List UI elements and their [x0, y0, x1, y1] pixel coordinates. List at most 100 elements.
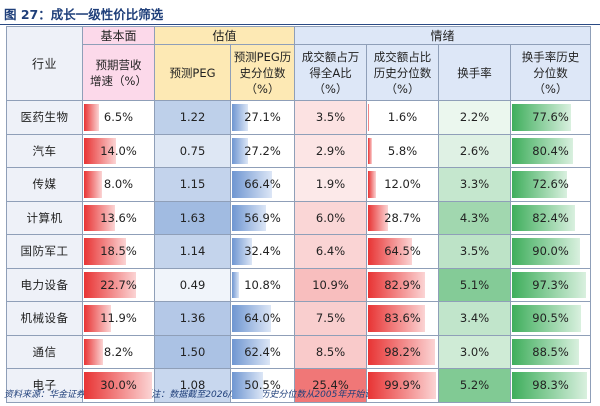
header-rev-growth: 预期营收 增速（%）	[82, 44, 155, 101]
peg-pct-bar	[232, 305, 271, 332]
turnover-share-cell: 3.5%	[294, 100, 368, 135]
cell-value: 2.9%	[315, 143, 346, 158]
turnover-rate-cell: 3.3%	[438, 167, 512, 202]
peg-pct-cell: 10.8%	[229, 267, 296, 302]
turnover-share-shade	[295, 268, 366, 301]
turnover-pct-bar	[368, 305, 425, 332]
cell-value: 80.4%	[532, 143, 569, 158]
cell-value: 1.6%	[387, 110, 418, 125]
rev-growth-bar	[84, 204, 115, 231]
table-body: 医药生物 6.5% 1.22 27.1% 3.5% 1.6% 2.2% 77.6% 汽车 14.0…	[6, 100, 592, 403]
turnover-rate-shade	[439, 335, 510, 368]
cell-value: 13.6%	[100, 210, 137, 225]
turnover-pct-bar	[368, 104, 370, 131]
turnover-rate-pct-cell: 77.6%	[510, 100, 592, 135]
rev-growth-cell: 30.0%	[82, 368, 155, 403]
industry-cell: 汽车	[6, 133, 83, 168]
table-row: 机械设备 11.9% 1.36 64.0% 7.5% 83.6% 3.4% 90.5%	[6, 301, 592, 336]
turnover-rate-pct-cell: 97.3%	[510, 267, 592, 302]
turnover-share-shade	[295, 168, 366, 201]
peg-pct-cell: 27.1%	[229, 100, 296, 135]
turnover-rate-pct-bar	[512, 104, 571, 131]
turnover-rate-cell: 2.6%	[438, 133, 512, 168]
figure-title: 图 27：成长一级性价比筛选	[4, 7, 164, 22]
turnover-share-cell: 6.4%	[294, 234, 368, 269]
turnover-pct-cell: 12.0%	[366, 167, 440, 202]
rev-growth-bar	[84, 104, 99, 131]
industry-cell: 机械设备	[6, 301, 83, 336]
table-row: 电力设备 22.7% 0.49 10.8% 10.9% 82.9% 5.1% 97.3%	[6, 267, 592, 302]
peg-pct-bar	[232, 204, 267, 231]
turnover-rate-pct-bar	[512, 271, 586, 298]
rev-growth-bar	[84, 338, 103, 365]
cell-value: 90.5%	[532, 311, 569, 326]
industry-cell: 电力设备	[6, 267, 83, 302]
table-row: 电子 30.0% 1.08 50.5% 25.4% 99.9% 5.2% 98.3%	[6, 368, 592, 403]
cell-value: 27.1%	[244, 110, 281, 125]
turnover-share-cell: 7.5%	[294, 301, 368, 336]
turnover-rate-cell: 2.2%	[438, 100, 512, 135]
turnover-rate-cell: 5.1%	[438, 267, 512, 302]
rev-growth-cell: 6.5%	[82, 100, 155, 135]
cell-value: 32.4%	[244, 244, 281, 259]
peg-pct-cell: 27.2%	[229, 133, 296, 168]
cell-value: 6.4%	[315, 244, 346, 259]
turnover-rate-shade	[439, 369, 510, 402]
peg-cell: 1.50	[154, 334, 231, 369]
header-turnover-rate-pct: 换手率历史 分位数 （%）	[510, 44, 592, 101]
cell-value: 1.14	[179, 244, 206, 259]
peg-shade	[155, 369, 230, 402]
turnover-share-shade	[295, 101, 366, 134]
header-turnover-rate: 换手率	[438, 44, 512, 101]
cell-value: 1.9%	[315, 177, 346, 192]
peg-cell: 0.75	[154, 133, 231, 168]
turnover-pct-bar	[368, 372, 437, 399]
cell-value: 12.0%	[384, 177, 421, 192]
cell-value: 8.2%	[103, 344, 134, 359]
turnover-share-cell: 1.9%	[294, 167, 368, 202]
group-header-row: 行业 基本面 估值 情绪	[6, 26, 592, 101]
cell-value: 50.5%	[244, 378, 281, 393]
turnover-rate-shade	[439, 268, 510, 301]
group-valuation: 估值	[153, 26, 296, 45]
turnover-rate-shade	[439, 201, 510, 234]
turnover-rate-pct-bar	[512, 305, 581, 332]
turnover-pct-cell: 82.9%	[366, 267, 440, 302]
peg-pct-cell: 56.9%	[229, 200, 296, 235]
peg-pct-bar	[232, 171, 273, 198]
industry-cell: 电子	[6, 368, 83, 403]
turnover-rate-pct-bar	[512, 238, 581, 265]
group-fundamental: 基本面	[82, 26, 155, 45]
industry-cell: 传媒	[6, 167, 83, 202]
turnover-rate-cell: 3.4%	[438, 301, 512, 336]
turnover-rate-pct-cell: 72.6%	[510, 167, 592, 202]
peg-pct-bar	[232, 104, 249, 131]
cell-value: 62.4%	[244, 344, 281, 359]
turnover-pct-cell: 64.5%	[366, 234, 440, 269]
peg-cell: 1.63	[154, 200, 231, 235]
rev-growth-cell: 8.0%	[82, 167, 155, 202]
turnover-share-shade	[295, 369, 366, 402]
table-row: 传媒 8.0% 1.15 66.4% 1.9% 12.0% 3.3% 72.6%	[6, 167, 592, 202]
header-turnover-share: 成交额占万 得全A比 （%）	[294, 44, 368, 101]
peg-pct-bar	[232, 372, 263, 399]
rev-growth-bar	[84, 372, 153, 399]
industry-cell: 国防军工	[6, 234, 83, 269]
peg-shade	[155, 335, 230, 368]
turnover-rate-pct-cell: 80.4%	[510, 133, 592, 168]
cell-value: 10.9%	[312, 277, 349, 292]
turnover-rate-shade	[439, 101, 510, 134]
header-peg: 预测PEG	[154, 44, 231, 101]
turnover-share-cell: 10.9%	[294, 267, 368, 302]
table-row: 国防军工 18.5% 1.14 32.4% 6.4% 64.5% 3.5% 90.0%	[6, 234, 592, 269]
table-row: 通信 8.2% 1.50 62.4% 8.5% 98.2% 3.0% 88.5%	[6, 334, 592, 369]
industry-cell: 计算机	[6, 200, 83, 235]
cell-value: 28.7%	[384, 210, 421, 225]
cell-value: 22.7%	[100, 277, 137, 292]
header-industry: 行业	[6, 26, 83, 101]
header-peg-pct: 预测PEG历 史分位数 （%）	[229, 44, 296, 101]
rev-growth-bar	[84, 305, 112, 332]
turnover-rate-cell: 5.2%	[438, 368, 512, 403]
cell-value: 90.0%	[532, 244, 569, 259]
turnover-pct-bar	[368, 204, 388, 231]
